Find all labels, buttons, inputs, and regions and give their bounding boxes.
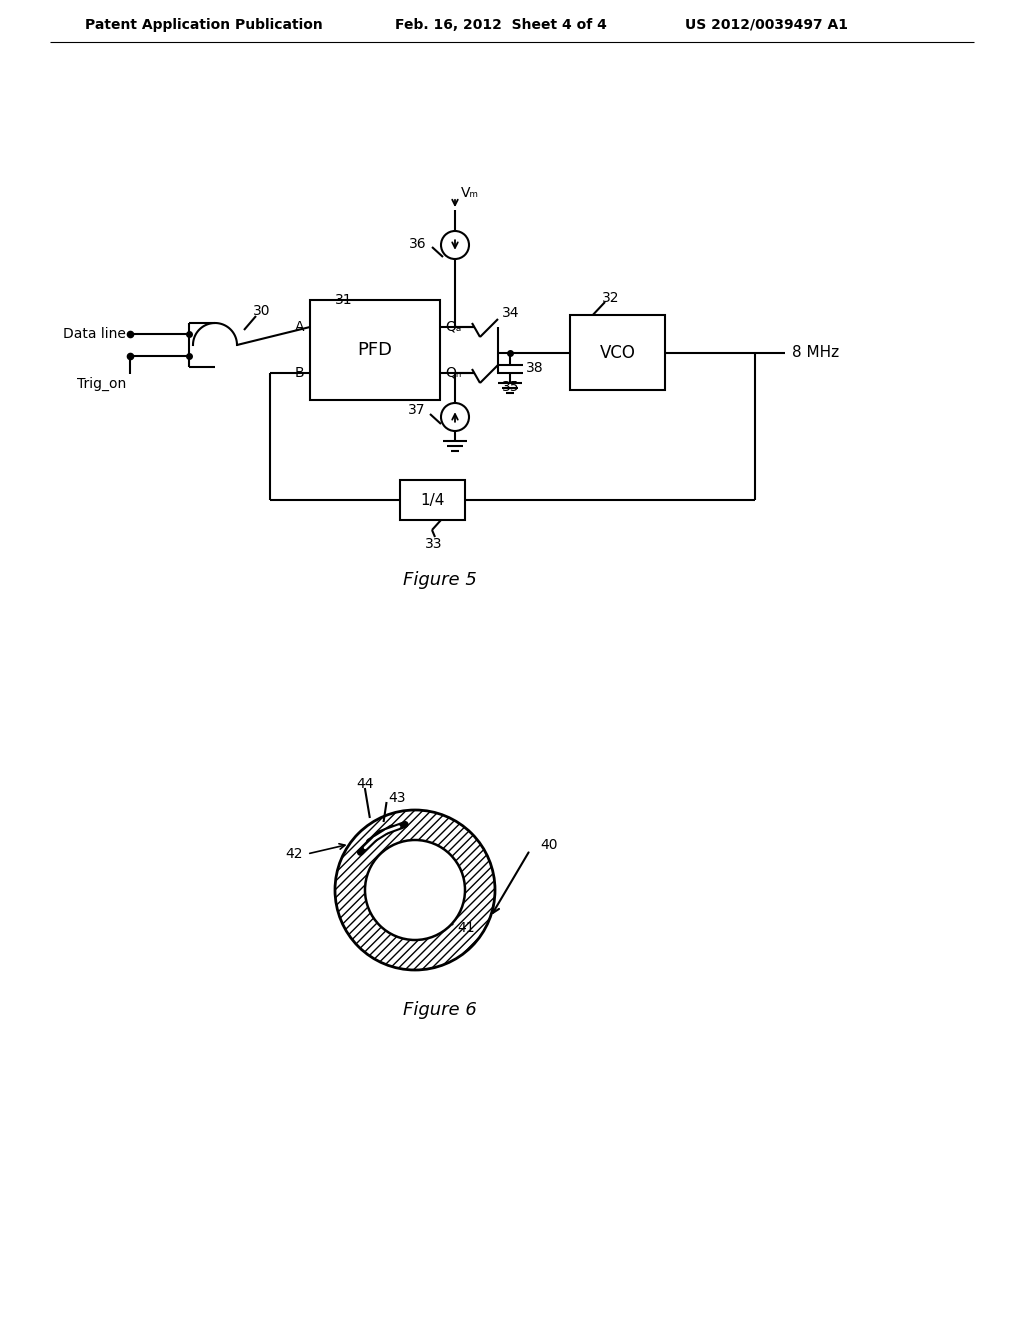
- Text: 34: 34: [502, 306, 519, 319]
- Text: 35: 35: [502, 380, 519, 393]
- Text: A: A: [295, 319, 304, 334]
- Text: 37: 37: [408, 403, 425, 417]
- Text: 36: 36: [410, 238, 427, 251]
- Text: B: B: [294, 366, 304, 380]
- Bar: [570, 315, 665, 389]
- Text: 30: 30: [253, 304, 270, 318]
- Text: Qₙ: Qₙ: [445, 366, 462, 380]
- Text: Vₘ: Vₘ: [461, 186, 479, 201]
- Text: PFD: PFD: [357, 341, 392, 359]
- Bar: [310, 300, 440, 400]
- Text: 38: 38: [526, 362, 544, 375]
- Text: Trig_on: Trig_on: [77, 378, 126, 391]
- Text: 31: 31: [335, 293, 353, 308]
- Text: Feb. 16, 2012  Sheet 4 of 4: Feb. 16, 2012 Sheet 4 of 4: [395, 18, 607, 32]
- Circle shape: [333, 808, 497, 972]
- Text: 43: 43: [388, 791, 407, 805]
- Text: Data line: Data line: [63, 327, 126, 341]
- Text: 33: 33: [425, 537, 442, 550]
- Text: 44: 44: [356, 777, 374, 791]
- Text: Figure 6: Figure 6: [403, 1001, 477, 1019]
- Text: 8 MHz: 8 MHz: [792, 345, 839, 360]
- Text: 32: 32: [602, 290, 620, 305]
- Text: 41: 41: [457, 921, 475, 935]
- Text: Patent Application Publication: Patent Application Publication: [85, 18, 323, 32]
- Text: 42: 42: [286, 847, 303, 861]
- Text: 1/4: 1/4: [420, 492, 444, 507]
- Text: VCO: VCO: [600, 343, 636, 362]
- Text: Qₐ: Qₐ: [445, 319, 462, 334]
- Text: US 2012/0039497 A1: US 2012/0039497 A1: [685, 18, 848, 32]
- Text: 40: 40: [540, 838, 557, 851]
- Text: Figure 5: Figure 5: [403, 572, 477, 589]
- Circle shape: [365, 840, 465, 940]
- Bar: [400, 480, 465, 520]
